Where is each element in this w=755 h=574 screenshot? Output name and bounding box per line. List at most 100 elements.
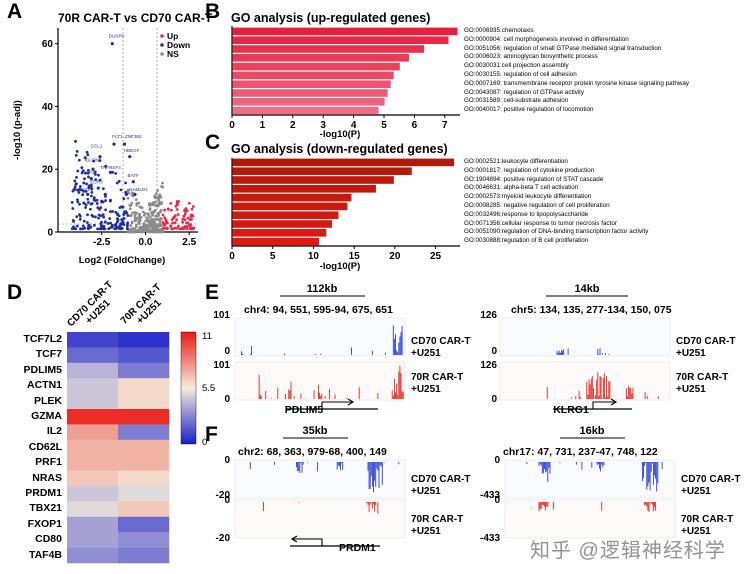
heatmap-cell: [67, 393, 119, 410]
volcano-point-down: [103, 220, 107, 224]
go-up-title: GO analysis (up-regulated genes): [231, 11, 431, 25]
volcano-point-up: [161, 213, 165, 217]
volcano-point-down: [111, 209, 114, 213]
volcano-point-down: [122, 197, 126, 201]
volcano-point-down: [104, 164, 108, 168]
volcano-point-up: [165, 226, 169, 230]
go-xtick-label: 3: [320, 120, 326, 131]
e-right-scale-label: 14kb: [574, 283, 599, 295]
heatmap-cell: [118, 455, 170, 471]
volcano-point-down: [94, 178, 98, 182]
volcano-point-down: [81, 169, 85, 173]
go-bar: [232, 202, 348, 211]
volcano-point-down: [78, 217, 82, 221]
volcano-point-down: [110, 223, 114, 227]
volcano-point-down: [90, 194, 93, 198]
volcano-point-down: [79, 227, 82, 231]
go-xtick-label: 20: [389, 251, 401, 262]
volcano-point-up: [191, 227, 195, 230]
heatmap-row-label: PLEK: [33, 394, 62, 407]
volcano-point-ns: [148, 215, 152, 219]
volcano-point-highlight: [86, 192, 90, 196]
go-term-label: GO:0002573:myeloid leukocyte differentia…: [464, 193, 592, 201]
panel-letter-c: C: [205, 131, 221, 154]
volcano-point-ns: [151, 218, 155, 222]
volcano-point-ns: [148, 208, 152, 212]
legend-ns-label: NS: [167, 49, 179, 59]
volcano-ytick-label: 20: [42, 165, 54, 176]
go-xtick-label: 7: [442, 120, 448, 131]
go-xtick-label: 1: [260, 120, 266, 131]
go-down-chart: 0 5 10 15 20 25 -log10(P): [229, 158, 460, 272]
volcano-point-down: [118, 206, 122, 209]
volcano-point-down: [94, 172, 97, 176]
go-term-label: GO:0031589: cell-substrate adhesion: [464, 97, 569, 105]
volcano-point-down: [114, 222, 118, 226]
volcano-point-ns: [133, 210, 137, 214]
f-left-coords: chr2: 68, 363, 979-68, 400, 149: [238, 446, 387, 458]
volcano-point-ns: [141, 210, 145, 214]
go-bar: [232, 167, 412, 175]
e-left-gene-label: PDLIM5: [285, 404, 324, 416]
volcano-point-down: [87, 186, 91, 190]
go-xtick-label: 5: [381, 120, 387, 131]
volcano-point-down: [74, 182, 78, 186]
volcano-point-ns: [155, 217, 158, 221]
go-bar: [232, 176, 394, 184]
go-up-xlabel: -log10(P): [320, 129, 361, 140]
volcano-ytick-label: 0: [47, 228, 53, 239]
go-term-label: GO:0071356:cellular response to tumor ne…: [464, 219, 617, 227]
volcano-point-down: [124, 210, 128, 213]
volcano-point-down: [81, 227, 85, 231]
volcano-point-ns: [140, 230, 144, 234]
volcano-point-down: [77, 158, 81, 162]
volcano-point-down: [97, 213, 101, 217]
heatmap-row-label: TAF4B: [28, 548, 62, 561]
go-term-label: GO:0030031:cell projection assembly: [464, 62, 569, 70]
volcano-point-down: [92, 223, 96, 227]
volcano-gene-label: CCL1: [91, 143, 103, 148]
heatmap-cell: [67, 439, 119, 456]
volcano-point-down: [94, 215, 97, 219]
legend-down-dot: [160, 43, 164, 47]
colorbar-mid: 5.5: [202, 383, 215, 394]
volcano-title: 70R CAR-T vs CD70 CAR-T: [58, 11, 213, 25]
volcano-point-up: [176, 213, 180, 216]
f-left-t1-label-2: +U251: [411, 486, 441, 497]
volcano-point-ns: [132, 230, 135, 234]
go-xtick-label: 0: [229, 120, 235, 131]
go-term-label: GO:0007169: transmembrane receptor prote…: [464, 79, 690, 87]
go-term-label: GO:0006023: aminoglycan biosynthetic pro…: [464, 53, 598, 61]
volcano-point-down: [74, 139, 77, 143]
volcano-point-ns: [157, 218, 160, 222]
volcano-point-ns: [140, 227, 144, 231]
go-bar: [232, 193, 352, 202]
heatmap-cell: [67, 455, 119, 471]
volcano-point-up: [162, 226, 166, 230]
volcano-point-ns: [131, 211, 134, 215]
volcano-point-up: [190, 207, 194, 211]
volcano-point-down: [108, 199, 112, 203]
volcano-point-down: [115, 225, 118, 229]
go-bar: [232, 54, 409, 62]
volcano-point-down: [96, 227, 99, 231]
heatmap-cell: [67, 516, 119, 533]
volcano-point-up: [173, 221, 177, 225]
volcano-point-ns: [148, 222, 151, 226]
genome-tracks-e: 112kb 14kb chr4: 94, 551, 595-94, 675, 6…: [213, 283, 735, 416]
volcano-point-down: [82, 190, 86, 193]
volcano-point-down: [74, 153, 78, 157]
volcano-point-ns: [161, 181, 164, 185]
volcano-point-down: [75, 176, 78, 179]
volcano-point-up: [175, 226, 179, 230]
volcano-point-down: [97, 173, 100, 177]
e-right-coords: chr5: 134, 135, 277-134, 150, 075: [511, 304, 672, 316]
go-term-label: GO:0051090:regulation of DNA-binding tra…: [464, 228, 649, 236]
f-right-scale-label: 16kb: [579, 425, 604, 437]
heatmap-cell: [118, 362, 170, 379]
volcano-point-ns: [135, 223, 138, 227]
volcano-point-ns: [153, 194, 157, 198]
go-xtick-label: 0: [229, 251, 235, 262]
volcano-point-down: [83, 177, 86, 181]
volcano-point-down: [85, 221, 89, 224]
